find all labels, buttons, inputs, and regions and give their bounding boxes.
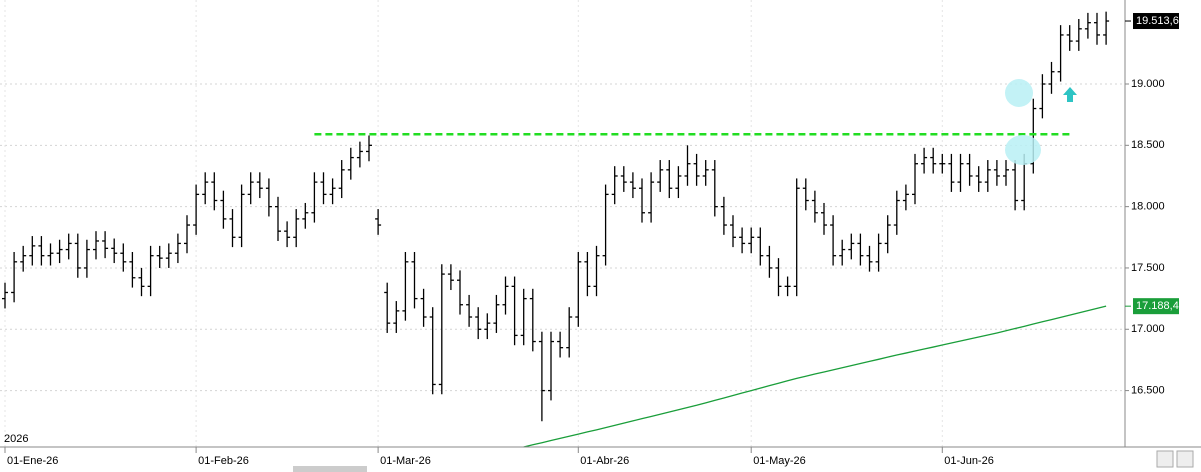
y-tick-label: 18.500	[1131, 139, 1165, 151]
moving-average	[523, 305, 1107, 448]
year-label: 2026	[4, 433, 28, 445]
x-tick-label: 01-Ene-26	[7, 455, 58, 467]
y-tick-label: 17.000	[1131, 323, 1165, 335]
highlight-circle	[1005, 79, 1033, 107]
scrollbar-thumb[interactable]	[293, 466, 367, 472]
last-ma-box	[1133, 298, 1179, 315]
y-tick-label: 18.000	[1131, 201, 1165, 213]
marks	[2, 11, 1110, 448]
y-tick-label: 19.000	[1131, 78, 1165, 90]
last-close-label: 19.513,6	[1136, 15, 1179, 27]
x-tick-label: 01-May-26	[753, 455, 806, 467]
highlight-circle	[1005, 135, 1041, 165]
scroll-button[interactable]	[1176, 450, 1194, 468]
x-tick-label: 01-Jun-26	[944, 455, 994, 467]
up-arrow	[1063, 87, 1077, 102]
y-tick-label: 17.500	[1131, 262, 1165, 274]
scroll-button[interactable]	[1156, 450, 1174, 468]
x-tick-label: 01-Feb-26	[198, 455, 249, 467]
y-tick-label: 16.500	[1131, 384, 1165, 396]
x-tick-label: 01-Mar-26	[380, 455, 431, 467]
x-tick-label: 01-Abr-26	[580, 455, 629, 467]
last-ma-label: 17.188,4	[1136, 300, 1179, 312]
last-close-box	[1133, 13, 1179, 30]
